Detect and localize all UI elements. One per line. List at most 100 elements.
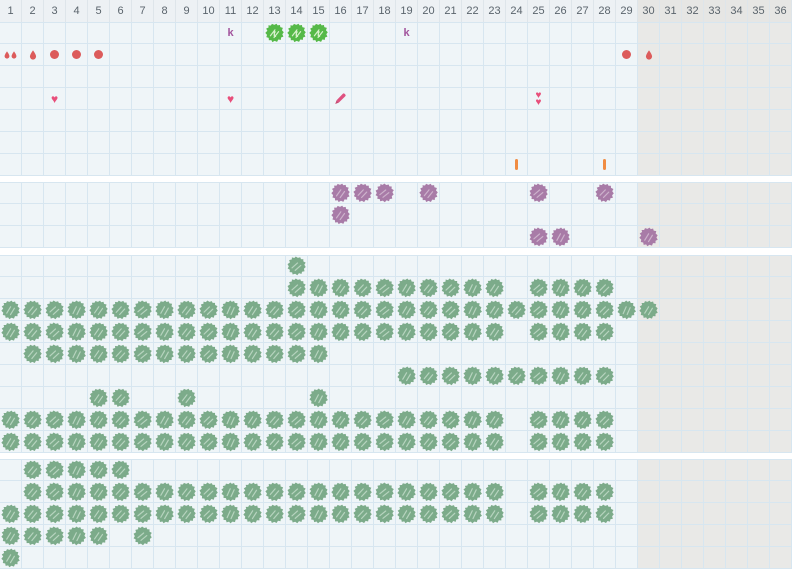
day-cell[interactable] — [748, 387, 770, 409]
day-cell[interactable] — [286, 204, 308, 226]
day-cell[interactable] — [330, 226, 352, 248]
day-cell[interactable] — [726, 226, 748, 248]
day-cell[interactable] — [286, 525, 308, 547]
day-cell[interactable] — [726, 343, 748, 365]
day-cell[interactable] — [682, 132, 704, 154]
day-cell[interactable] — [638, 277, 660, 299]
day-cell[interactable] — [88, 387, 110, 409]
day-cell[interactable] — [110, 154, 132, 176]
day-cell[interactable] — [682, 255, 704, 277]
day-cell[interactable] — [418, 343, 440, 365]
day-cell[interactable] — [748, 459, 770, 481]
day-cell[interactable] — [462, 44, 484, 66]
day-cell[interactable] — [726, 481, 748, 503]
day-cell[interactable] — [704, 44, 726, 66]
day-cell[interactable] — [484, 277, 506, 299]
day-cell[interactable] — [66, 299, 88, 321]
day-cell[interactable] — [572, 66, 594, 88]
day-cell[interactable] — [550, 503, 572, 525]
day-cell[interactable] — [132, 204, 154, 226]
day-cell[interactable] — [352, 277, 374, 299]
day-cell[interactable] — [264, 503, 286, 525]
day-cell[interactable] — [484, 22, 506, 44]
day-cell[interactable] — [352, 409, 374, 431]
day-cell[interactable] — [110, 503, 132, 525]
day-cell[interactable] — [154, 547, 176, 569]
day-cell[interactable] — [330, 154, 352, 176]
day-cell[interactable] — [638, 503, 660, 525]
day-cell[interactable] — [66, 66, 88, 88]
day-cell[interactable] — [770, 110, 792, 132]
day-cell[interactable] — [660, 299, 682, 321]
day-cell[interactable] — [110, 459, 132, 481]
day-cell[interactable] — [352, 481, 374, 503]
day-cell[interactable] — [506, 110, 528, 132]
day-cell[interactable] — [682, 299, 704, 321]
day-cell[interactable] — [44, 132, 66, 154]
day-cell[interactable] — [330, 88, 352, 110]
day-cell[interactable] — [374, 182, 396, 204]
day-cell[interactable] — [22, 132, 44, 154]
day-cell[interactable] — [682, 343, 704, 365]
day-cell[interactable] — [374, 481, 396, 503]
day-cell[interactable] — [770, 481, 792, 503]
day-cell[interactable] — [550, 481, 572, 503]
day-cell[interactable] — [704, 299, 726, 321]
day-cell[interactable] — [44, 481, 66, 503]
day-cell[interactable] — [682, 22, 704, 44]
day-cell[interactable] — [660, 204, 682, 226]
day-cell[interactable] — [616, 132, 638, 154]
day-cell[interactable] — [506, 547, 528, 569]
day-cell[interactable] — [198, 431, 220, 453]
day-cell[interactable] — [682, 66, 704, 88]
day-cell[interactable] — [726, 277, 748, 299]
day-cell[interactable] — [418, 226, 440, 248]
day-cell[interactable] — [594, 503, 616, 525]
day-cell[interactable] — [528, 226, 550, 248]
day-cell[interactable] — [66, 132, 88, 154]
day-cell[interactable] — [22, 365, 44, 387]
day-cell[interactable] — [22, 343, 44, 365]
day-cell[interactable] — [638, 132, 660, 154]
day-cell[interactable] — [682, 44, 704, 66]
day-cell[interactable] — [66, 182, 88, 204]
day-cell[interactable] — [770, 299, 792, 321]
day-cell[interactable] — [418, 365, 440, 387]
day-cell[interactable] — [462, 22, 484, 44]
day-cell[interactable] — [682, 88, 704, 110]
day-cell[interactable] — [242, 154, 264, 176]
day-cell[interactable] — [528, 387, 550, 409]
day-cell[interactable] — [638, 88, 660, 110]
day-cell[interactable] — [220, 459, 242, 481]
day-cell[interactable] — [22, 431, 44, 453]
day-cell[interactable] — [462, 277, 484, 299]
day-cell[interactable] — [176, 365, 198, 387]
day-cell[interactable] — [44, 459, 66, 481]
day-cell[interactable] — [0, 22, 22, 44]
day-cell[interactable] — [616, 182, 638, 204]
day-cell[interactable] — [132, 110, 154, 132]
day-cell[interactable] — [88, 22, 110, 44]
day-cell[interactable] — [550, 204, 572, 226]
day-cell[interactable] — [66, 277, 88, 299]
day-cell[interactable] — [110, 132, 132, 154]
day-cell[interactable] — [616, 387, 638, 409]
day-cell[interactable] — [176, 299, 198, 321]
day-cell[interactable] — [660, 154, 682, 176]
day-cell[interactable] — [506, 431, 528, 453]
day-cell[interactable] — [748, 343, 770, 365]
day-cell[interactable] — [440, 365, 462, 387]
day-cell[interactable] — [352, 365, 374, 387]
day-cell[interactable] — [638, 66, 660, 88]
day-cell[interactable] — [748, 409, 770, 431]
day-cell[interactable] — [528, 110, 550, 132]
day-cell[interactable] — [748, 547, 770, 569]
day-cell[interactable] — [726, 204, 748, 226]
day-cell[interactable] — [396, 431, 418, 453]
day-cell[interactable] — [440, 503, 462, 525]
day-cell[interactable] — [726, 459, 748, 481]
day-cell[interactable] — [440, 547, 462, 569]
day-cell[interactable] — [374, 321, 396, 343]
day-cell[interactable] — [660, 387, 682, 409]
day-cell[interactable] — [308, 204, 330, 226]
